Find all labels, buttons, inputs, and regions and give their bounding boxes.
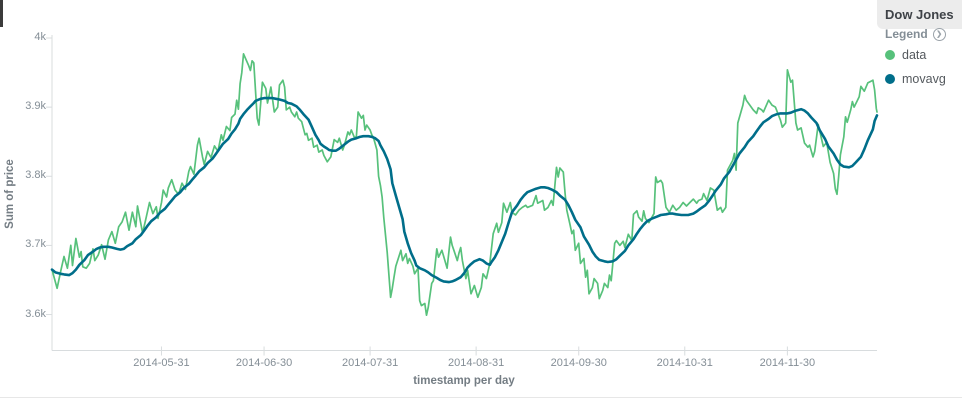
legend-item[interactable]: data xyxy=(885,48,961,62)
legend: Legend ❯ data movavg xyxy=(885,27,961,96)
y-axis-tick-label: 3.6k xyxy=(25,307,46,320)
x-axis-tick-label: 2014-08-31 xyxy=(447,357,505,369)
x-axis-tick-label: 2014-09-30 xyxy=(550,357,607,369)
series-line-data[interactable] xyxy=(51,53,878,317)
panel-title: Dow Jones xyxy=(877,0,962,29)
y-axis-tick-label: 3.9k xyxy=(25,100,46,113)
x-axis-tick-label: 2014-07-31 xyxy=(341,357,399,369)
legend-item-label: data xyxy=(902,48,927,62)
x-axis-tick-label: 2014-10-31 xyxy=(656,357,713,369)
y-axis-tick-label: 3.8k xyxy=(25,169,46,182)
legend-item[interactable]: movavg xyxy=(885,72,961,86)
x-axis-tick-label: 2014-06-30 xyxy=(235,357,293,369)
legend-color-dot xyxy=(885,50,895,60)
legend-header: Legend ❯ xyxy=(885,27,961,41)
legend-collapse-icon[interactable]: ❯ xyxy=(932,27,946,41)
legend-color-dot xyxy=(885,74,895,84)
y-axis-tick-label: 3.7k xyxy=(25,238,46,251)
legend-items: data movavg xyxy=(885,48,961,86)
x-axis-tick-label: 2014-11-30 xyxy=(759,357,816,369)
window-edge-sliver xyxy=(0,0,3,27)
x-axis-title: timestamp per day xyxy=(413,375,515,387)
legend-heading-label: Legend xyxy=(885,27,928,41)
x-axis-tick-label: 2014-05-31 xyxy=(133,357,190,369)
axis-lines xyxy=(51,35,877,351)
series-line-movavg[interactable] xyxy=(50,96,879,284)
y-axis-tick-label: 4k xyxy=(34,31,46,43)
legend-item-label: movavg xyxy=(902,72,946,86)
panel-bottom-border xyxy=(0,397,962,398)
